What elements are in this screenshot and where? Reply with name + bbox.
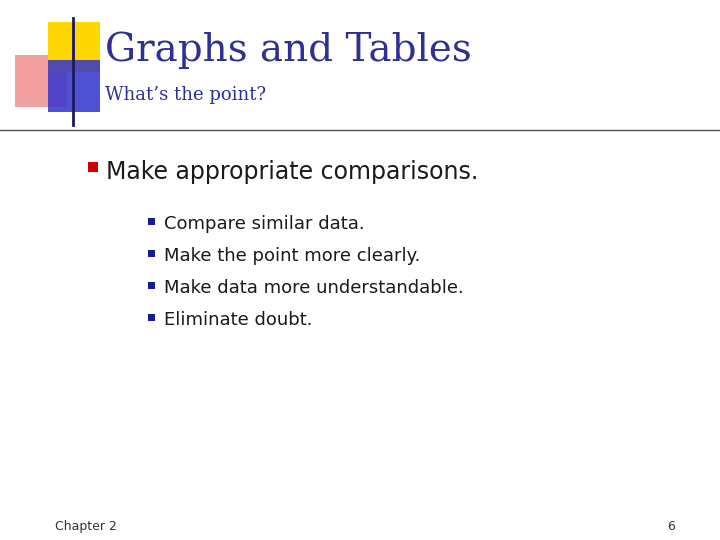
Bar bbox=[15, 55, 67, 107]
Text: Chapter 2: Chapter 2 bbox=[55, 520, 117, 533]
Bar bbox=[148, 218, 155, 225]
Bar bbox=[88, 162, 98, 172]
Text: What’s the point?: What’s the point? bbox=[105, 86, 266, 104]
Bar bbox=[148, 314, 155, 321]
Text: Eliminate doubt.: Eliminate doubt. bbox=[164, 311, 312, 329]
Text: Make data more understandable.: Make data more understandable. bbox=[164, 279, 464, 297]
Bar bbox=[148, 250, 155, 257]
Text: Make the point more clearly.: Make the point more clearly. bbox=[164, 247, 420, 265]
Text: Graphs and Tables: Graphs and Tables bbox=[105, 31, 472, 69]
Text: 6: 6 bbox=[667, 520, 675, 533]
Text: Compare similar data.: Compare similar data. bbox=[164, 215, 364, 233]
Bar bbox=[48, 60, 100, 112]
Bar bbox=[148, 282, 155, 289]
Text: Make appropriate comparisons.: Make appropriate comparisons. bbox=[106, 160, 478, 184]
Bar bbox=[48, 22, 100, 72]
